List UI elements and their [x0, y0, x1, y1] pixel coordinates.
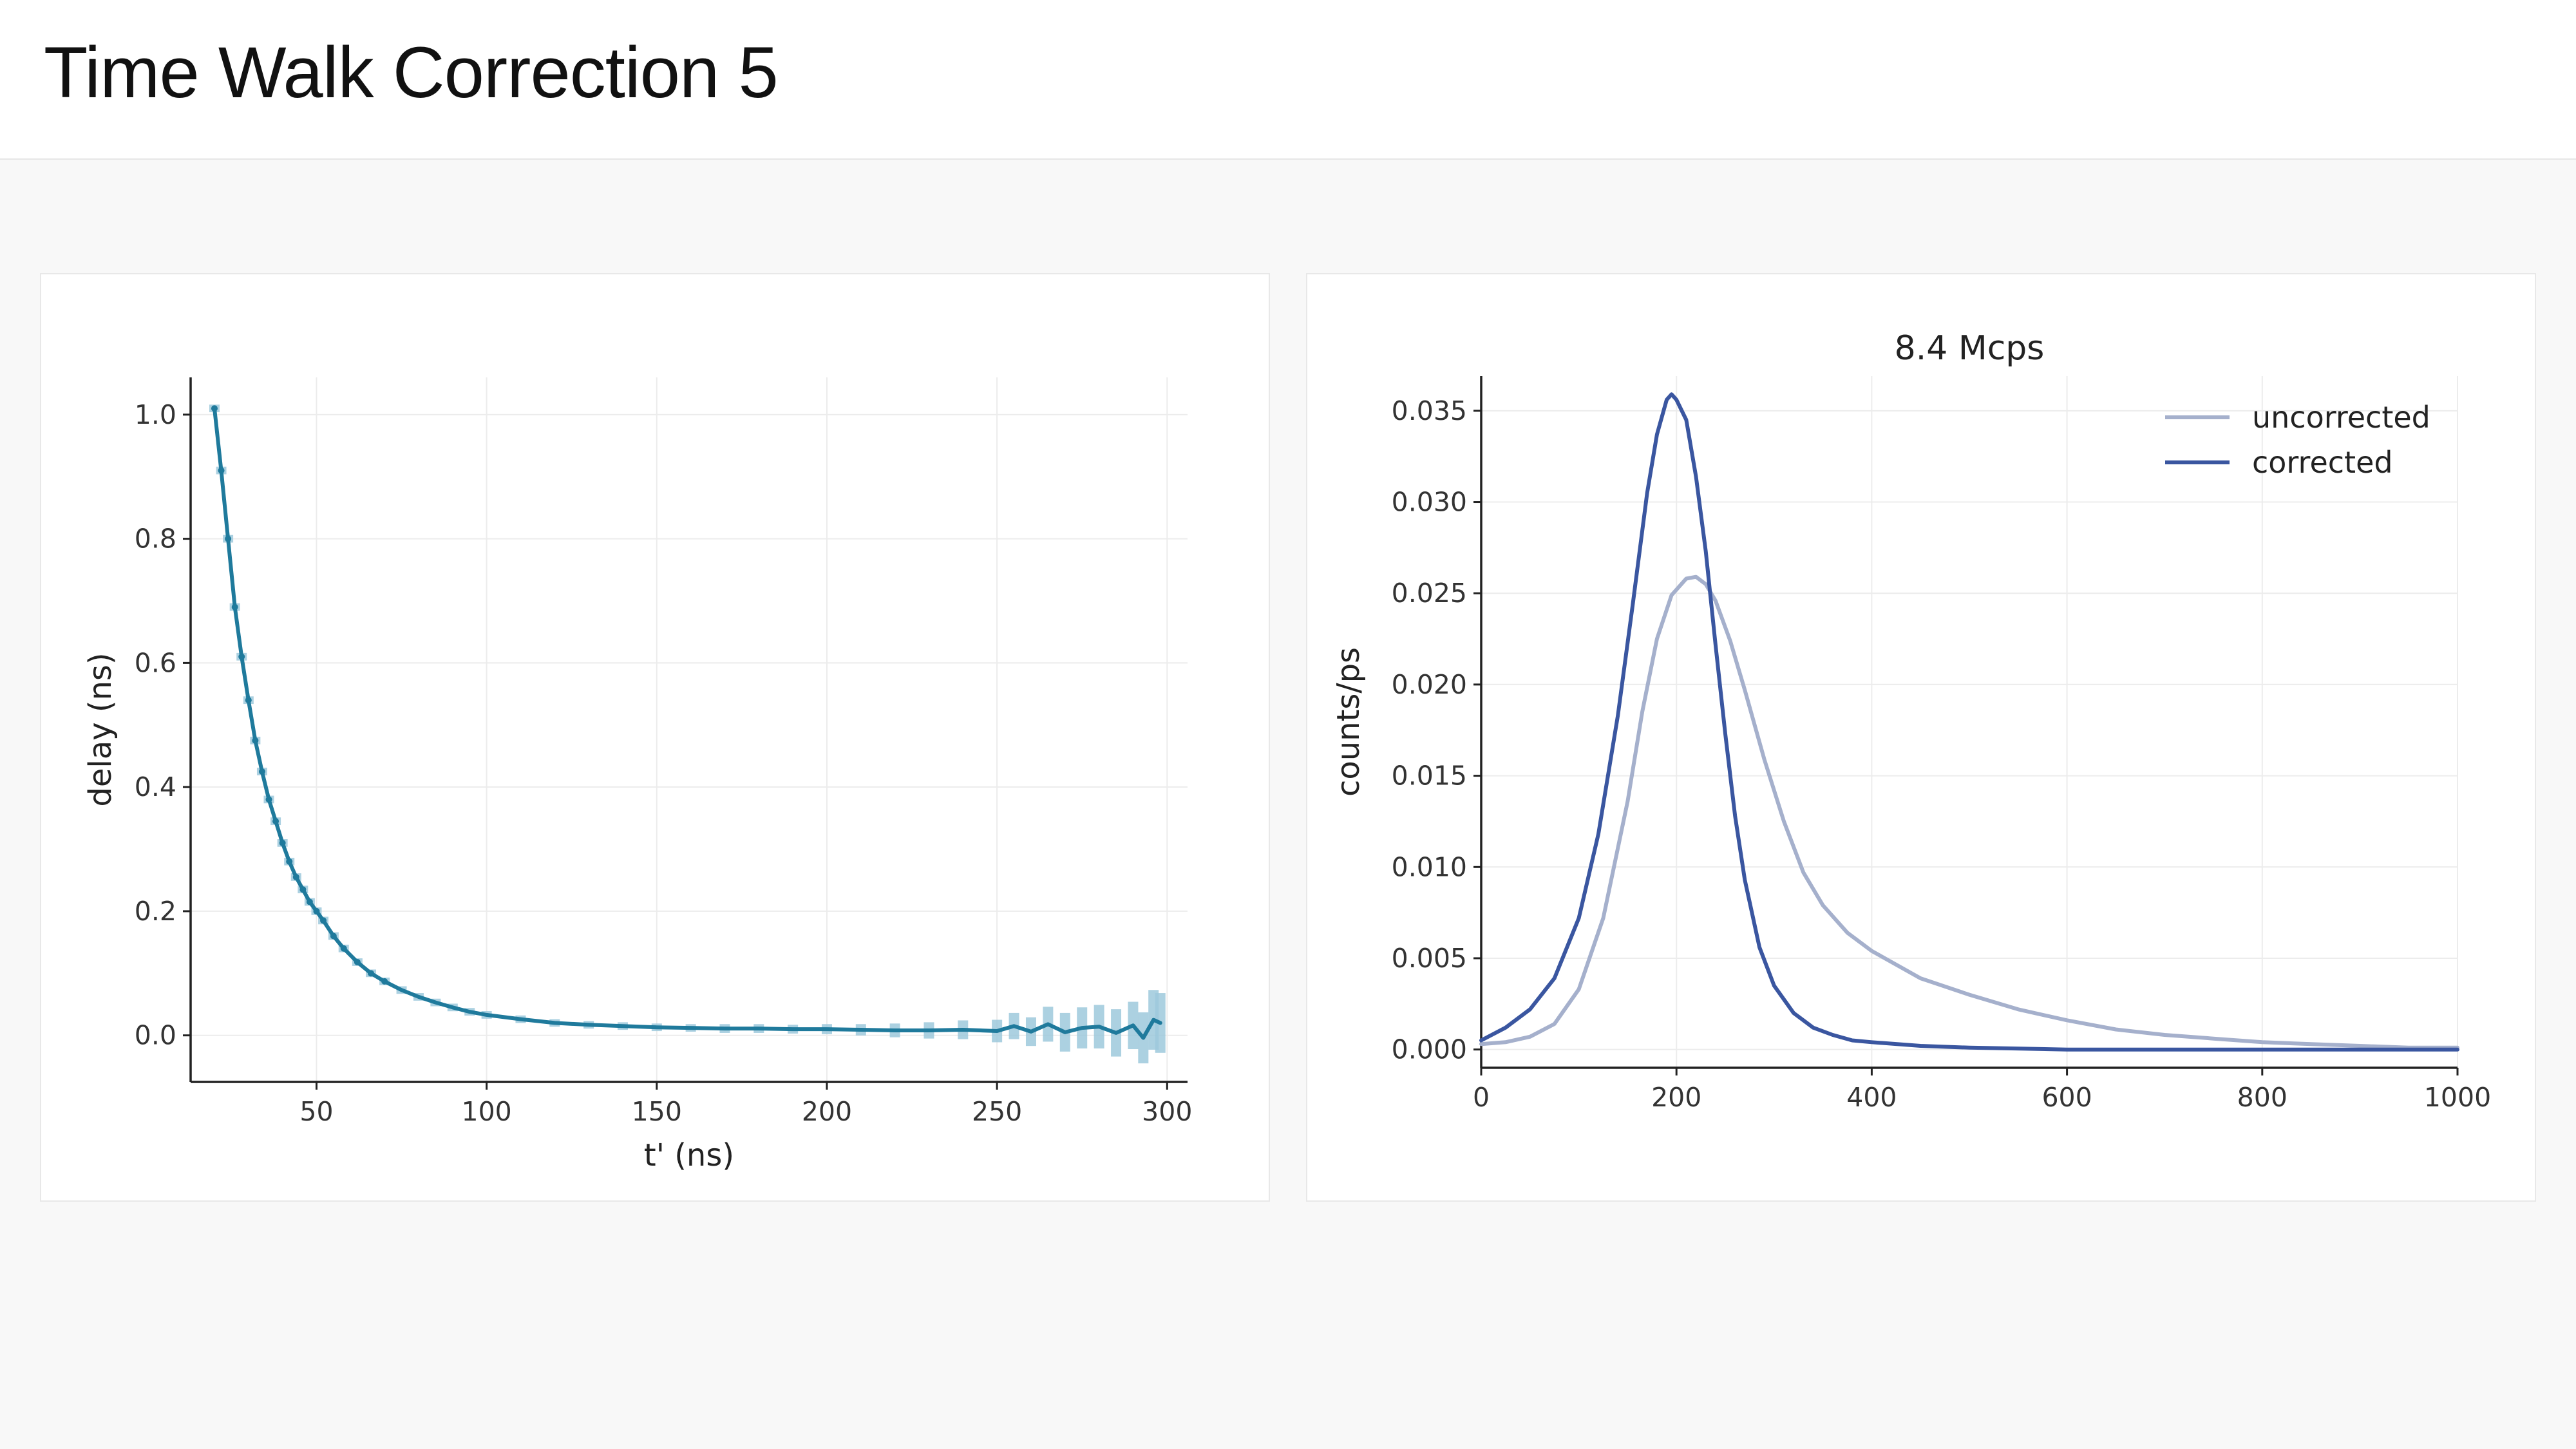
histogram-chart: 0 200 400 600 800 1000 0.000 0.005 0.010 0.015 0.0…	[1331, 329, 2491, 1113]
series-line-uncorrected	[1479, 574, 2459, 1050]
series-line-corrected	[1479, 392, 2459, 1052]
y-tick-label: 0.015	[1392, 761, 1467, 791]
data-point	[218, 467, 225, 474]
y-tick-label: 0.035	[1392, 395, 1467, 426]
y-axis-label: delay (ns)	[82, 652, 118, 806]
y-tick-label: 0.025	[1392, 578, 1467, 609]
data-point	[340, 945, 347, 952]
data-point	[279, 839, 286, 846]
delay-chart-card: 50 100 150 200 250 300 0.0 0.2 0.4 0.6 0.8 1.0 t' (n…	[40, 273, 1270, 1202]
y-tick-label: 0.0	[135, 1020, 176, 1051]
legend-label-corrected: corrected	[2252, 445, 2393, 480]
y-tick-label: 0.6	[135, 647, 176, 678]
x-tick-label: 50	[299, 1096, 333, 1127]
x-axis-label: t' (ns)	[644, 1137, 734, 1173]
delay-chart: 50 100 150 200 250 300 0.0 0.2 0.4 0.6 0.8 1.0 t' (n…	[82, 377, 1192, 1173]
data-point	[225, 535, 232, 542]
histogram-chart-card: 0 200 400 600 800 1000 0.000 0.005 0.010 0.015 0.0…	[1306, 273, 2536, 1202]
y-tick-label: 0.000	[1392, 1034, 1467, 1065]
data-point	[354, 958, 361, 965]
y-tick-label: 0.020	[1392, 669, 1467, 700]
x-tick-label: 200	[802, 1096, 852, 1127]
x-tick-label: 600	[2041, 1082, 2092, 1113]
data-point	[299, 886, 307, 893]
y-tick-label: 0.4	[135, 772, 176, 802]
data-point	[231, 603, 238, 611]
data-point	[320, 917, 327, 924]
data-point	[252, 737, 259, 744]
data-point	[368, 970, 375, 977]
y-tick-label: 0.2	[135, 896, 176, 927]
y-axis-label: counts/ps	[1331, 647, 1367, 797]
x-tick-label: 200	[1651, 1082, 1701, 1113]
x-tick-label: 250	[972, 1096, 1022, 1127]
data-point	[292, 873, 299, 880]
data-point	[258, 768, 265, 775]
page-title: Time Walk Correction 5	[44, 32, 779, 113]
legend-label-uncorrected: uncorrected	[2252, 400, 2430, 435]
data-point	[238, 653, 245, 660]
y-tick-label: 0.030	[1392, 487, 1467, 518]
x-tick-label: 800	[2237, 1082, 2287, 1113]
x-tick-label: 150	[632, 1096, 682, 1127]
page-header: Time Walk Correction 5	[0, 0, 2576, 160]
x-tick-label: 100	[462, 1096, 512, 1127]
data-point	[313, 907, 320, 914]
series-line-delay	[213, 406, 1162, 1040]
data-point	[286, 858, 293, 865]
y-tick-label: 0.005	[1392, 943, 1467, 974]
y-tick-label: 0.010	[1392, 851, 1467, 882]
data-point	[306, 898, 313, 905]
x-tick-label: 1000	[2424, 1082, 2491, 1113]
x-tick-label: 400	[1846, 1082, 1897, 1113]
data-point	[381, 978, 388, 985]
x-tick-label: 0	[1473, 1082, 1490, 1113]
data-point	[245, 697, 252, 704]
data-point	[272, 818, 279, 825]
chart-title: 8.4 Mcps	[1895, 329, 2045, 368]
y-tick-label: 1.0	[135, 399, 176, 430]
data-point	[211, 405, 218, 412]
x-tick-label: 300	[1142, 1096, 1192, 1127]
data-point	[265, 796, 272, 803]
y-tick-label: 0.8	[135, 524, 176, 554]
data-point	[330, 933, 337, 940]
